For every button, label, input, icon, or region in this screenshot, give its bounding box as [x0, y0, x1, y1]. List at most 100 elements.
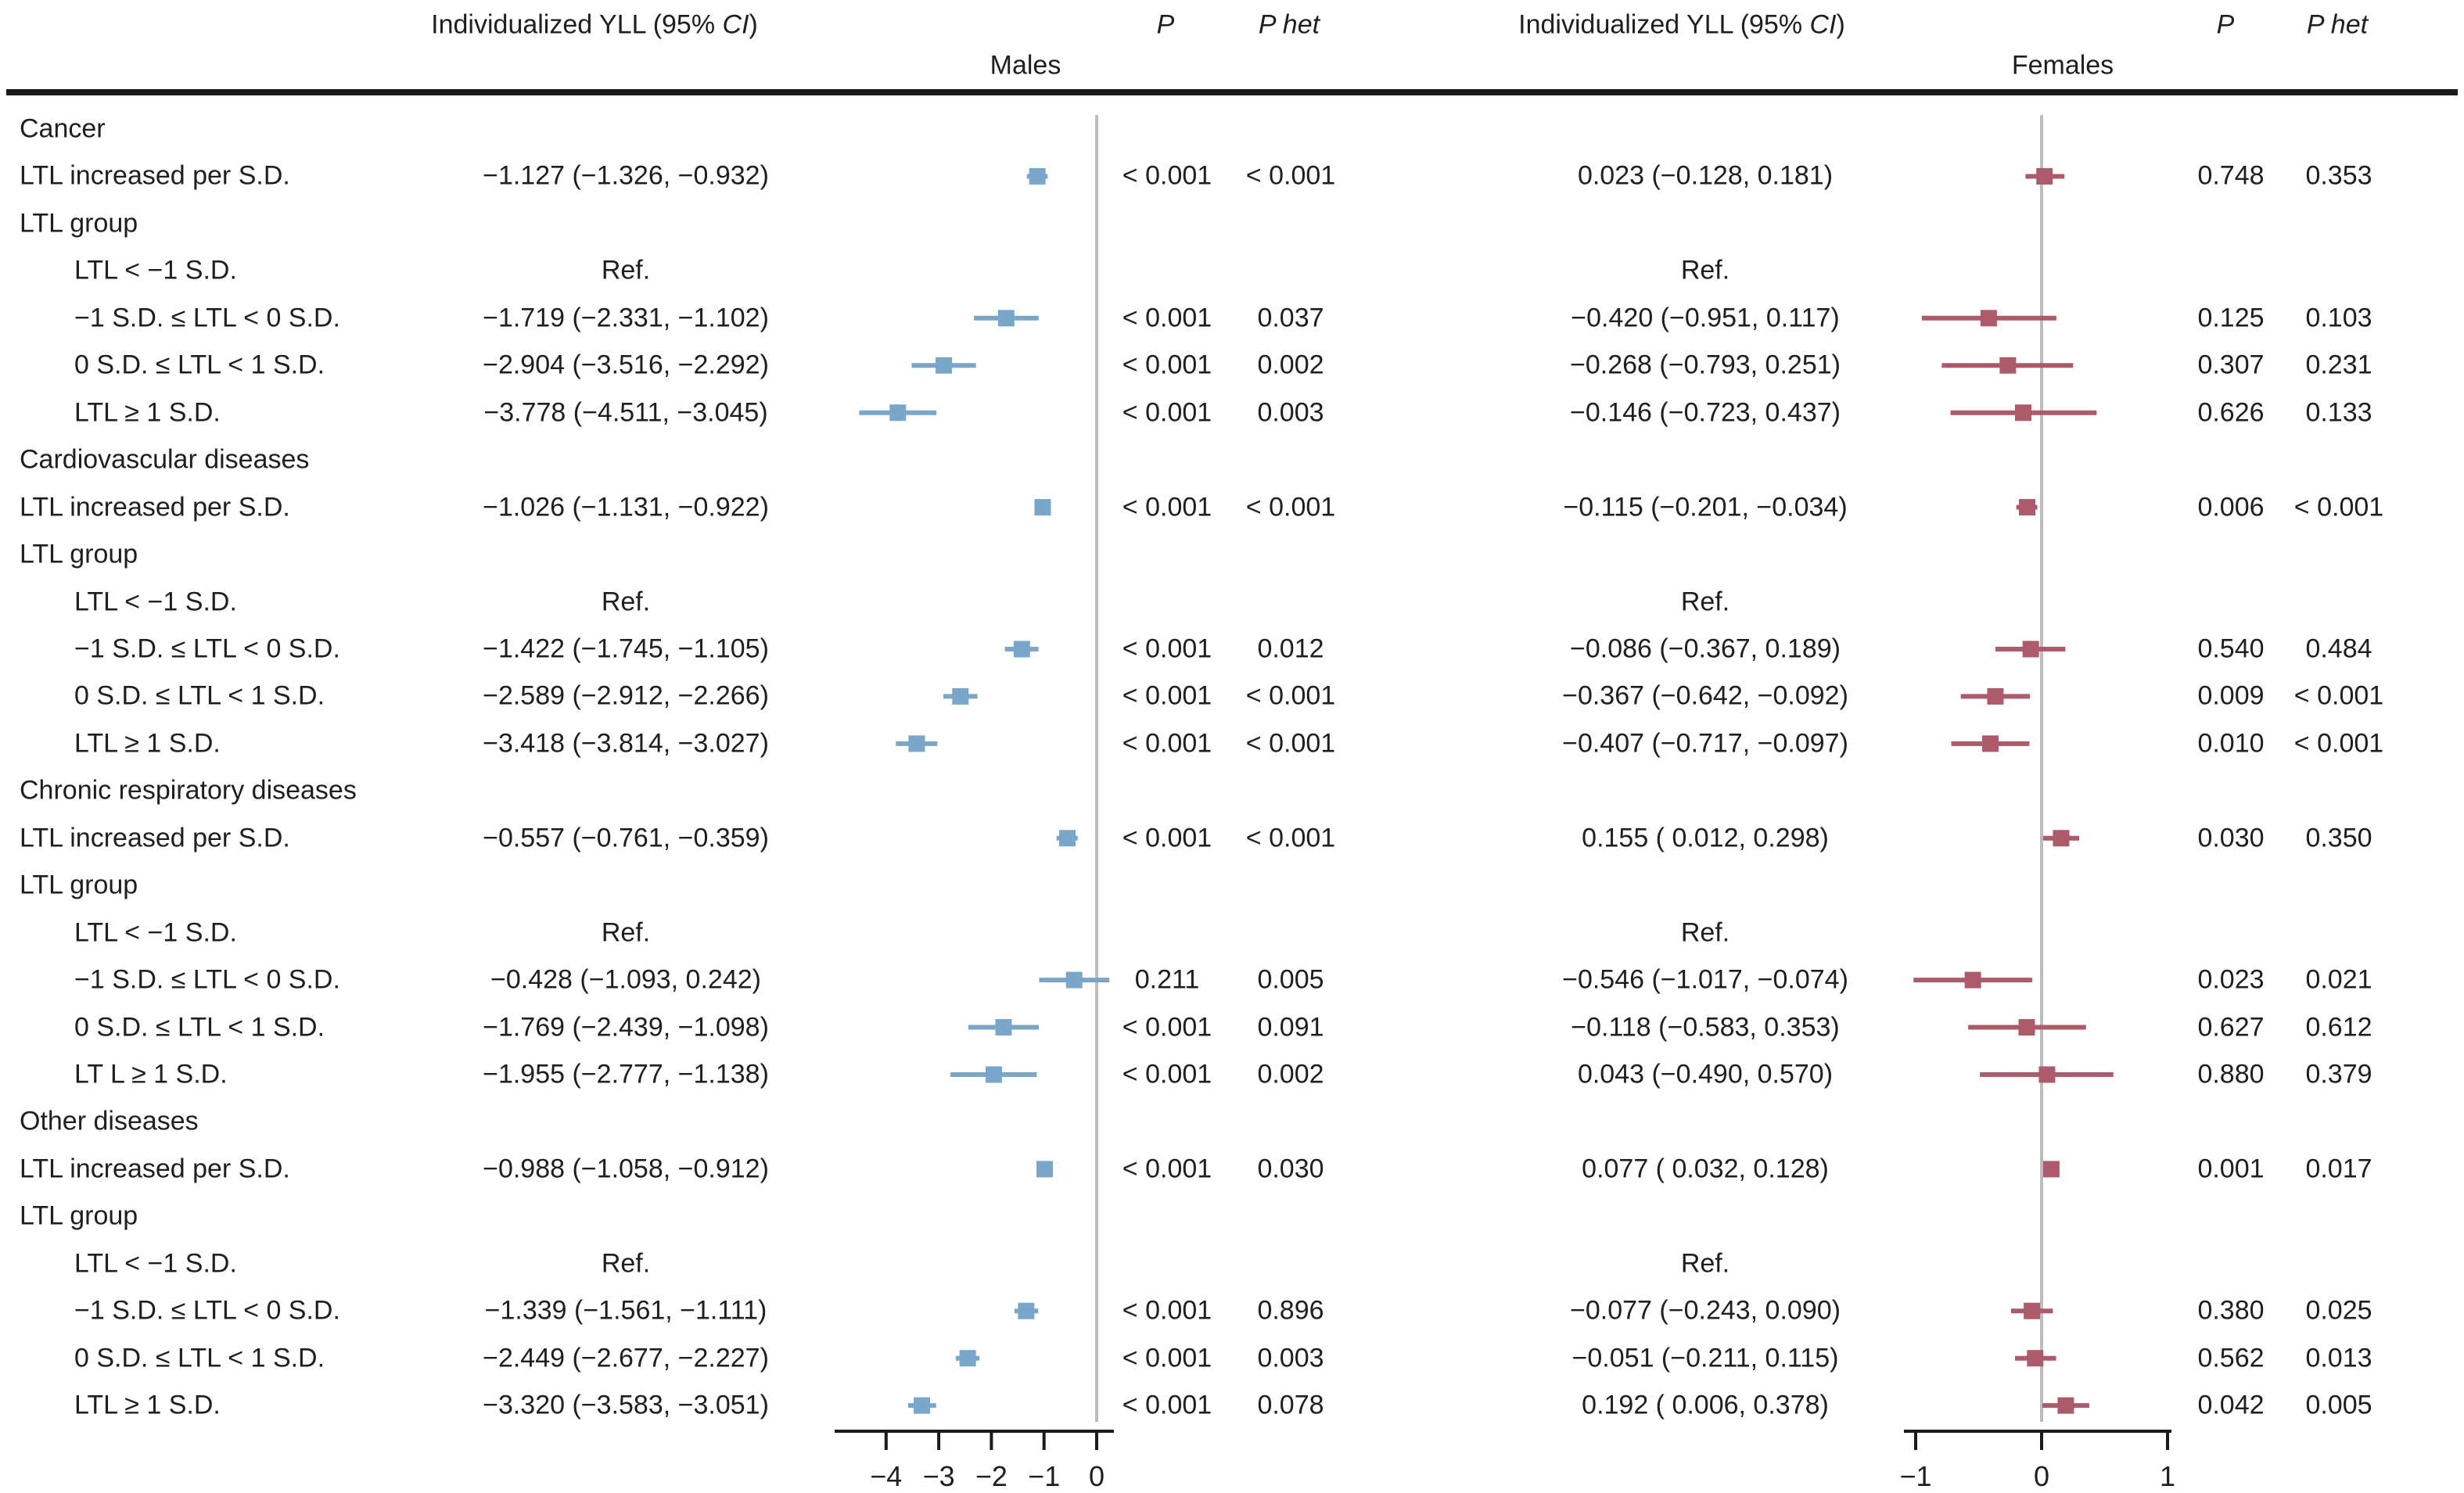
- male-point-marker: [1036, 1161, 1054, 1178]
- female-point-marker: [2042, 1161, 2060, 1178]
- male-phet-value: < 0.001: [1245, 823, 1336, 853]
- female-point-marker: [2038, 1066, 2056, 1083]
- row-label: LTL group: [20, 539, 138, 569]
- female-yll-header-ci: CI: [1809, 9, 1837, 40]
- female-estimate-text: −0.115 (−0.201, −0.034): [1563, 492, 1848, 522]
- female-yll-column-header: Individualized YLL (95% CI): [1518, 10, 1845, 41]
- female-p-value: 0.001: [2197, 1154, 2265, 1184]
- male-point-marker: [1018, 1302, 1035, 1319]
- female-estimate-text: 0.023 (−0.128, 0.181): [1577, 160, 1834, 191]
- male-phet-value: 0.091: [1257, 1012, 1324, 1043]
- male-phet-value: 0.003: [1257, 1343, 1324, 1373]
- male-p-column-header: P: [1156, 9, 1175, 40]
- row-label: −1 S.D. ≤ LTL < 0 S.D.: [74, 1295, 340, 1326]
- male-phet-value: 0.002: [1257, 1059, 1324, 1089]
- female-axis-tick-label: 0: [2034, 1460, 2049, 1492]
- female-point-marker: [1981, 735, 1999, 752]
- male-p-value: 0.211: [1134, 964, 1200, 995]
- row-label: LT L ≥ 1 S.D.: [74, 1059, 228, 1089]
- female-estimate-text: −0.118 (−0.583, 0.353): [1571, 1012, 1840, 1043]
- male-estimate-text: −3.778 (−4.511, −3.045): [483, 397, 768, 428]
- male-point-marker: [995, 1019, 1012, 1036]
- row-label: Cancer: [20, 113, 106, 144]
- female-p-value: 0.030: [2197, 823, 2265, 853]
- female-axis-tick-label: 1: [2160, 1460, 2175, 1492]
- male-axis-tick-label: −3: [923, 1460, 955, 1492]
- male-estimate-text: −1.769 (−2.439, −1.098): [483, 1012, 769, 1043]
- male-phet-value: 0.896: [1257, 1295, 1324, 1326]
- female-p-value: 0.009: [2197, 680, 2265, 711]
- row-label: −1 S.D. ≤ LTL < 0 S.D.: [74, 303, 340, 333]
- female-phet-value: 0.350: [2305, 823, 2372, 853]
- female-p-value: 0.023: [2197, 964, 2265, 995]
- male-phet-value: 0.002: [1257, 350, 1324, 380]
- male-phet-value: < 0.001: [1245, 680, 1336, 711]
- row-label: LTL ≥ 1 S.D.: [74, 728, 221, 759]
- male-point-marker: [908, 735, 925, 752]
- male-axis-tick-label: −4: [870, 1460, 902, 1492]
- female-reference-text: Ref.: [1680, 255, 1730, 285]
- male-p-value: < 0.001: [1122, 397, 1212, 428]
- row-label: LTL increased per S.D.: [20, 160, 290, 191]
- females-panel-label: Females: [2011, 50, 2114, 81]
- row-label: LTL group: [20, 870, 138, 900]
- male-estimate-text: −1.422 (−1.745, −1.105): [483, 633, 769, 664]
- male-phet-value: 0.030: [1257, 1154, 1324, 1184]
- row-label: Cardiovascular diseases: [20, 444, 310, 475]
- female-estimate-text: 0.192 ( 0.006, 0.378): [1582, 1390, 1829, 1420]
- male-estimate-text: −2.589 (−2.912, −2.266): [483, 680, 769, 711]
- row-label: 0 S.D. ≤ LTL < 1 S.D.: [74, 1012, 325, 1043]
- male-p-value: < 0.001: [1122, 160, 1212, 191]
- male-axis-tick-label: 0: [1089, 1460, 1104, 1492]
- female-p-value: 0.748: [2197, 160, 2265, 191]
- row-label: LTL increased per S.D.: [20, 1154, 290, 1184]
- female-estimate-text: −0.420 (−0.951, 0.117): [1571, 303, 1840, 333]
- female-reference-text: Ref.: [1680, 1248, 1730, 1279]
- female-phet-value: 0.133: [2305, 397, 2372, 428]
- male-estimate-text: −3.418 (−3.814, −3.027): [483, 728, 769, 759]
- female-reference-text: Ref.: [1680, 917, 1730, 948]
- row-label: LTL < −1 S.D.: [74, 587, 237, 616]
- female-phet-value: 0.379: [2305, 1059, 2372, 1089]
- female-estimate-text: −0.146 (−0.723, 0.437): [1570, 397, 1841, 428]
- female-point-marker: [2027, 1350, 2044, 1367]
- male-point-marker: [889, 404, 907, 422]
- male-estimate-text: −1.955 (−2.777, −1.138): [483, 1059, 769, 1089]
- male-phet-value: 0.037: [1257, 303, 1324, 333]
- row-label: Chronic respiratory diseases: [20, 775, 357, 806]
- female-p-value: 0.626: [2197, 397, 2265, 428]
- male-reference-text: Ref.: [601, 917, 651, 948]
- male-point-marker: [997, 310, 1015, 327]
- female-phet-value: 0.021: [2305, 964, 2372, 995]
- male-phet-value: 0.078: [1257, 1390, 1324, 1420]
- male-point-marker: [952, 687, 969, 705]
- female-p-column-header: P: [2216, 9, 2235, 40]
- female-point-marker: [2057, 1397, 2074, 1414]
- female-phet-value: 0.025: [2305, 1295, 2372, 1326]
- female-point-marker: [2022, 641, 2039, 658]
- female-axis-tick-label: −1: [1899, 1460, 1931, 1492]
- female-p-value: 0.880: [2197, 1059, 2265, 1089]
- male-estimate-text: −0.557 (−0.761, −0.359): [483, 823, 769, 853]
- female-reference-text: Ref.: [1680, 587, 1730, 616]
- male-point-marker: [985, 1066, 1002, 1083]
- female-point-marker: [2018, 499, 2035, 516]
- female-yll-header-text: Individualized YLL (95%: [1518, 9, 1810, 40]
- female-estimate-text: −0.086 (−0.367, 0.189): [1570, 633, 1841, 664]
- female-phet-value: 0.103: [2305, 303, 2372, 333]
- male-phet-value: < 0.001: [1245, 728, 1336, 759]
- female-point-marker: [2018, 1019, 2035, 1036]
- male-reference-text: Ref.: [601, 255, 651, 285]
- female-phet-value: 0.231: [2305, 350, 2372, 380]
- female-p-value: 0.380: [2197, 1295, 2265, 1326]
- male-p-value: < 0.001: [1122, 1059, 1212, 1089]
- row-label: Other diseases: [20, 1106, 199, 1136]
- row-label: 0 S.D. ≤ LTL < 1 S.D.: [74, 680, 325, 711]
- female-p-value: 0.042: [2197, 1390, 2265, 1420]
- row-label: LTL ≥ 1 S.D.: [74, 397, 221, 428]
- male-p-value: < 0.001: [1122, 350, 1212, 380]
- male-p-value: < 0.001: [1122, 823, 1212, 853]
- male-estimate-text: −1.339 (−1.561, −1.111): [484, 1295, 767, 1326]
